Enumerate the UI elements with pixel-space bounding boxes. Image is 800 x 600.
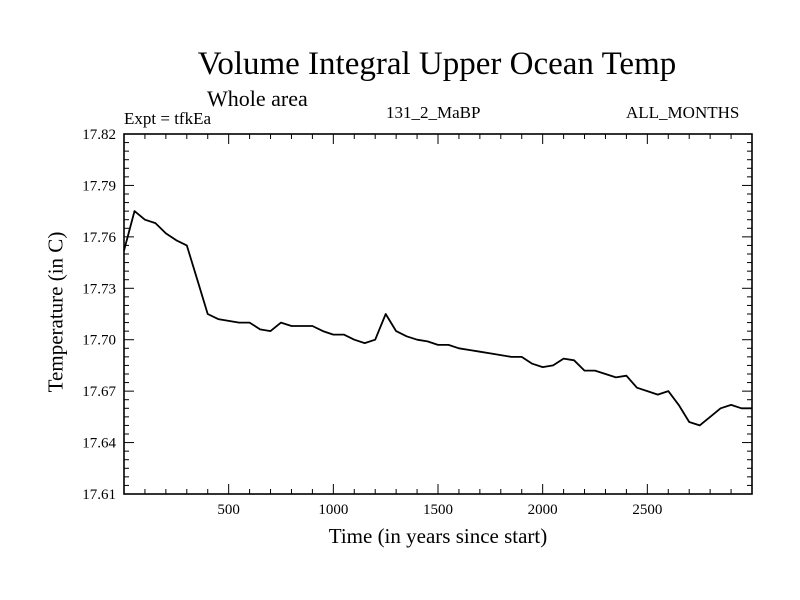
- y-tick-label: 17.79: [82, 178, 116, 194]
- x-tick-label: 500: [217, 502, 240, 518]
- y-tick-label: 17.76: [82, 230, 116, 246]
- run-label: 131_2_MaBP: [386, 103, 481, 122]
- tick-labels: 500 1000 1500 2000 2500 17.61 17.64 17.67 17.70 1…: [82, 127, 662, 518]
- x-axis-label: Time (in years since start): [328, 524, 548, 548]
- y-tick-label: 17.67: [82, 384, 116, 400]
- x-tick-label: 2500: [632, 502, 662, 518]
- x-tick-label: 1000: [318, 502, 348, 518]
- series-line: [123, 210, 752, 427]
- y-tick-label: 17.73: [82, 281, 116, 297]
- x-tick-label: 1500: [423, 502, 453, 518]
- chart-subtitle: Whole area: [207, 86, 308, 111]
- y-tick-label: 17.64: [82, 436, 116, 452]
- y-tick-label: 17.82: [82, 127, 116, 143]
- experiment-label: Expt = tfkEa: [124, 109, 212, 128]
- series-layer: [123, 210, 752, 427]
- y-tick-label: 17.61: [82, 487, 116, 503]
- months-label: ALL_MONTHS: [626, 103, 740, 122]
- plot-frame: [123, 133, 753, 495]
- axis-ticks: [123, 133, 753, 495]
- y-tick-label: 17.70: [82, 333, 116, 349]
- x-tick-label: 2000: [528, 502, 558, 518]
- chart-title: Volume Integral Upper Ocean Temp: [197, 46, 677, 82]
